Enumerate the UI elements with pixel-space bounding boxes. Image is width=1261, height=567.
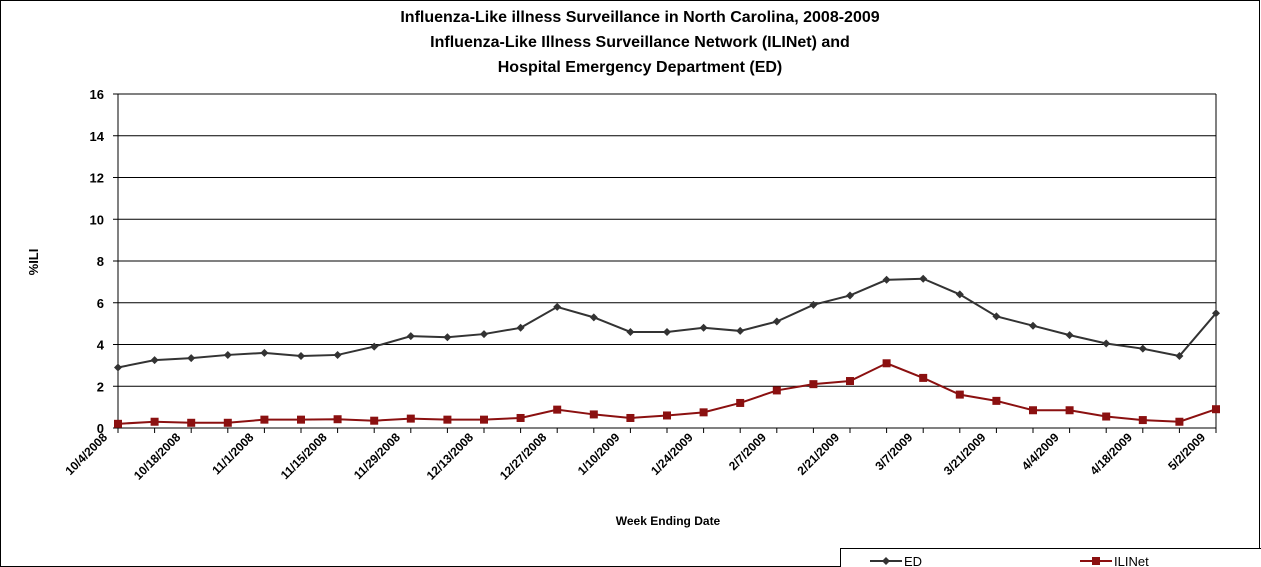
x-axis-label: Week Ending Date xyxy=(616,514,721,528)
data-point xyxy=(1138,344,1147,353)
legend-label: ILINet xyxy=(1114,554,1149,567)
data-point xyxy=(516,413,525,422)
legend-box xyxy=(840,548,1261,567)
data-point xyxy=(370,342,379,351)
data-point xyxy=(919,373,928,382)
data-point xyxy=(663,327,671,336)
data-point xyxy=(114,363,122,372)
data-point xyxy=(919,274,928,283)
data-point xyxy=(1175,417,1184,426)
data-point xyxy=(736,326,745,335)
data-point xyxy=(772,386,781,395)
data-point xyxy=(1102,339,1111,348)
chart-title: Influenza-Like illness Surveillance in N… xyxy=(400,9,879,26)
data-point xyxy=(553,302,562,311)
chart-title: Hospital Emergency Department (ED) xyxy=(498,59,783,76)
data-point xyxy=(333,415,342,424)
y-tick-label: 12 xyxy=(90,171,104,186)
data-point xyxy=(443,415,452,424)
data-point xyxy=(516,323,525,332)
data-point xyxy=(663,411,671,420)
data-point xyxy=(699,408,708,417)
data-point xyxy=(480,330,488,339)
data-point xyxy=(333,350,342,359)
data-point xyxy=(187,354,196,363)
data-point xyxy=(992,396,1001,405)
data-point xyxy=(443,333,452,342)
y-axis-label: %ILI xyxy=(26,249,41,276)
data-point xyxy=(1212,309,1220,318)
data-point xyxy=(882,275,891,284)
data-point xyxy=(1102,412,1111,421)
data-point xyxy=(809,300,818,309)
data-point xyxy=(846,377,854,386)
data-point xyxy=(992,312,1001,321)
data-point xyxy=(114,419,122,428)
data-point xyxy=(1175,351,1184,360)
data-point xyxy=(1065,331,1074,340)
data-point xyxy=(589,313,598,322)
data-point xyxy=(297,351,305,360)
y-tick-label: 14 xyxy=(90,129,105,144)
data-point xyxy=(955,290,964,299)
data-point xyxy=(223,350,232,359)
legend-marker xyxy=(1092,557,1100,565)
data-point xyxy=(589,410,598,419)
data-point xyxy=(699,323,708,332)
data-point xyxy=(1065,406,1074,415)
data-point xyxy=(626,327,635,336)
data-point xyxy=(846,291,854,300)
y-tick-label: 6 xyxy=(97,296,104,311)
data-point xyxy=(480,415,488,424)
data-point xyxy=(187,418,196,427)
data-point xyxy=(370,416,379,425)
data-point xyxy=(626,413,635,422)
data-point xyxy=(1138,416,1147,425)
data-point xyxy=(955,390,964,399)
data-point xyxy=(260,415,269,424)
y-tick-label: 4 xyxy=(97,338,105,353)
data-point xyxy=(809,380,818,389)
data-point xyxy=(406,332,415,341)
data-point xyxy=(736,398,745,407)
data-point xyxy=(150,417,159,426)
data-point xyxy=(260,348,269,357)
data-point xyxy=(1029,406,1037,415)
legend-label: ED xyxy=(904,554,922,567)
legend-marker xyxy=(882,557,890,565)
data-point xyxy=(150,356,159,365)
data-point xyxy=(1212,405,1220,414)
chart-title: Influenza-Like Illness Surveillance Netw… xyxy=(430,34,850,51)
data-point xyxy=(223,418,232,427)
y-tick-label: 16 xyxy=(90,87,104,102)
data-point xyxy=(772,317,781,326)
y-tick-label: 10 xyxy=(90,212,104,227)
data-point xyxy=(406,414,415,423)
y-tick-label: 0 xyxy=(97,421,104,436)
data-point xyxy=(553,405,562,414)
y-tick-label: 2 xyxy=(97,379,104,394)
data-point xyxy=(297,415,305,424)
data-point xyxy=(1029,321,1037,330)
data-point xyxy=(882,359,891,368)
y-tick-label: 8 xyxy=(97,254,104,269)
